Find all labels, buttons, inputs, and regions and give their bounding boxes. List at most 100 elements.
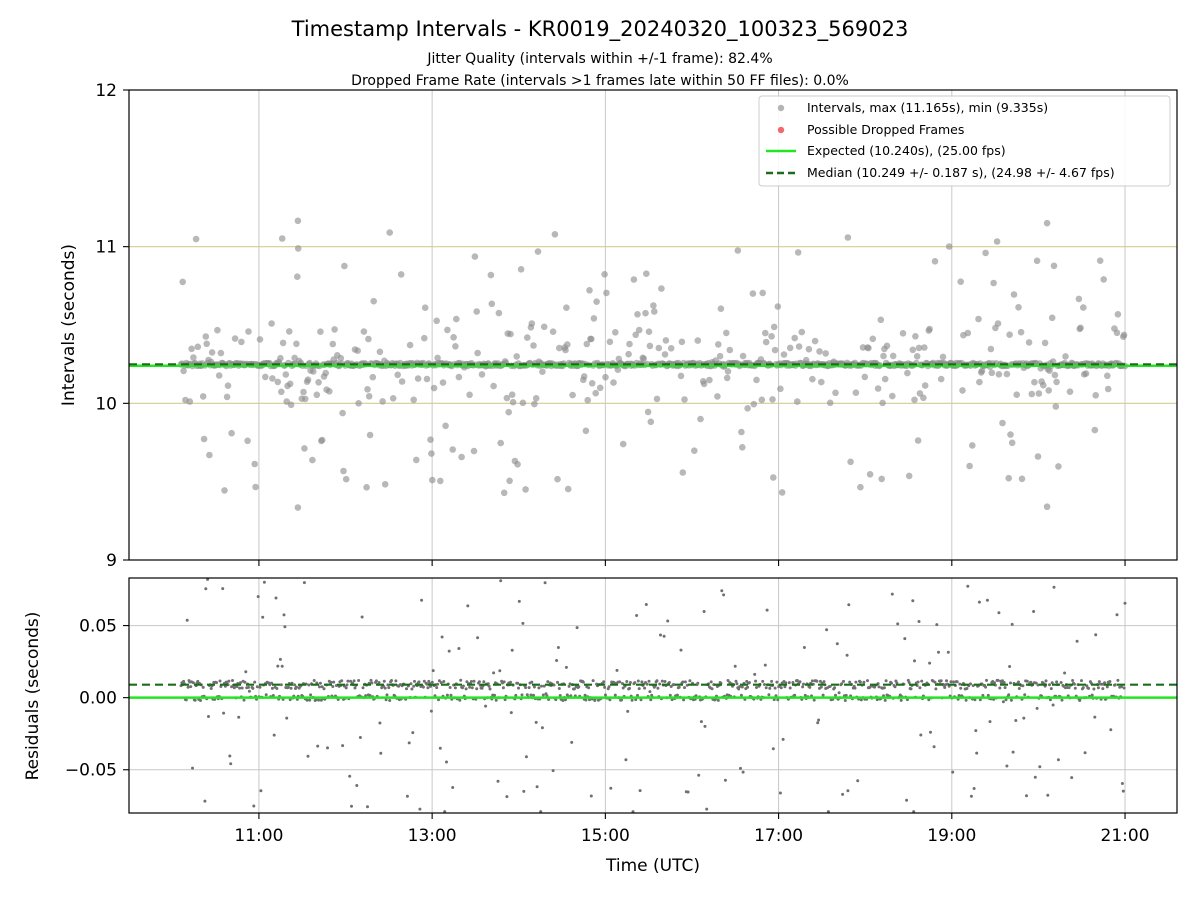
- residual-point: [405, 794, 409, 798]
- residual-point: [482, 680, 486, 684]
- residual-point: [229, 762, 233, 766]
- interval-point: [1025, 339, 1033, 346]
- residual-point: [935, 623, 939, 627]
- residual-point: [916, 680, 920, 684]
- residual-point: [919, 733, 923, 737]
- interval-point: [318, 436, 326, 444]
- residual-point: [818, 679, 822, 683]
- residual-point: [370, 681, 374, 685]
- residual-point: [272, 733, 276, 737]
- residual-point: [625, 680, 629, 683]
- residual-point: [658, 682, 662, 686]
- interval-point: [304, 376, 312, 384]
- interval-point: [805, 345, 813, 353]
- residual-point: [918, 686, 922, 690]
- interval-point: [217, 349, 225, 357]
- interval-point: [904, 369, 911, 377]
- residual-point: [763, 683, 766, 686]
- x-axis-label: Time (UTC): [605, 856, 700, 876]
- residual-point: [739, 766, 742, 770]
- residual-point: [435, 686, 439, 690]
- residual-point: [859, 698, 863, 702]
- interval-point: [194, 343, 202, 351]
- residual-point: [1115, 613, 1119, 617]
- legend-marker-dropped: [777, 126, 785, 134]
- residual-point: [332, 680, 336, 684]
- residual-point: [464, 687, 468, 691]
- residual-point: [934, 687, 938, 691]
- interval-point: [626, 340, 633, 348]
- interval-point: [300, 388, 307, 396]
- interval-point: [317, 328, 324, 336]
- interval-point: [1015, 304, 1022, 311]
- residual-point: [517, 686, 520, 690]
- interval-point: [1033, 257, 1041, 265]
- residual-point: [316, 744, 320, 748]
- interval-point: [1053, 378, 1060, 386]
- residual-point: [972, 787, 976, 790]
- residual-point: [943, 686, 947, 689]
- interval-point: [277, 354, 284, 362]
- residual-point: [312, 679, 316, 682]
- residual-point: [877, 685, 881, 689]
- residual-point: [909, 687, 913, 691]
- interval-point: [583, 340, 591, 348]
- residual-point: [746, 685, 750, 689]
- interval-point: [221, 487, 228, 494]
- interval-point: [937, 375, 945, 383]
- residual-point: [509, 711, 513, 715]
- interval-point: [679, 469, 687, 476]
- interval-point: [726, 346, 734, 354]
- residual-point: [672, 683, 676, 687]
- residual-point: [981, 693, 985, 697]
- residual-point: [465, 680, 469, 684]
- residual-point: [1094, 633, 1098, 637]
- interval-point: [759, 289, 766, 297]
- residual-point: [218, 679, 222, 683]
- residual-point: [655, 679, 659, 683]
- residual-point: [1033, 775, 1037, 779]
- residual-point: [608, 698, 612, 702]
- interval-point: [592, 389, 599, 397]
- residual-point: [279, 683, 283, 687]
- residual-point: [318, 685, 321, 689]
- interval-point: [694, 337, 702, 344]
- interval-point: [644, 408, 652, 416]
- residual-point: [969, 794, 973, 798]
- residual-point: [858, 680, 862, 684]
- interval-point: [614, 366, 622, 374]
- interval-point: [651, 308, 658, 315]
- residual-point: [314, 698, 318, 702]
- residual-point: [1008, 665, 1012, 668]
- interval-point: [988, 369, 996, 377]
- residual-point: [631, 810, 635, 814]
- interval-point: [342, 475, 350, 483]
- residual-point: [261, 615, 265, 619]
- residuals-plot-frame: [128, 577, 1178, 814]
- interval-point: [602, 373, 609, 381]
- residual-point: [675, 693, 679, 697]
- residual-point: [1010, 622, 1014, 626]
- residual-point: [1007, 693, 1011, 697]
- residual-point: [570, 740, 574, 744]
- interval-point: [646, 342, 654, 350]
- residual-point: [635, 614, 639, 617]
- residual-point: [795, 679, 799, 682]
- residual-point: [1029, 680, 1033, 684]
- residual-point: [368, 694, 372, 697]
- interval-point: [413, 456, 420, 464]
- interval-point: [309, 456, 316, 464]
- residual-point: [409, 682, 413, 686]
- residual-point: [422, 679, 426, 683]
- residual-point: [1059, 681, 1063, 684]
- interval-point: [282, 371, 290, 378]
- x-tick-label: 19:00: [927, 826, 976, 846]
- interval-point: [625, 350, 632, 358]
- residual-point: [199, 699, 202, 702]
- residual-point: [203, 799, 207, 803]
- interval-point: [1040, 381, 1047, 389]
- residual-point: [1036, 683, 1040, 687]
- interval-point: [199, 393, 207, 400]
- residual-point: [844, 693, 848, 697]
- residual-point: [317, 698, 321, 702]
